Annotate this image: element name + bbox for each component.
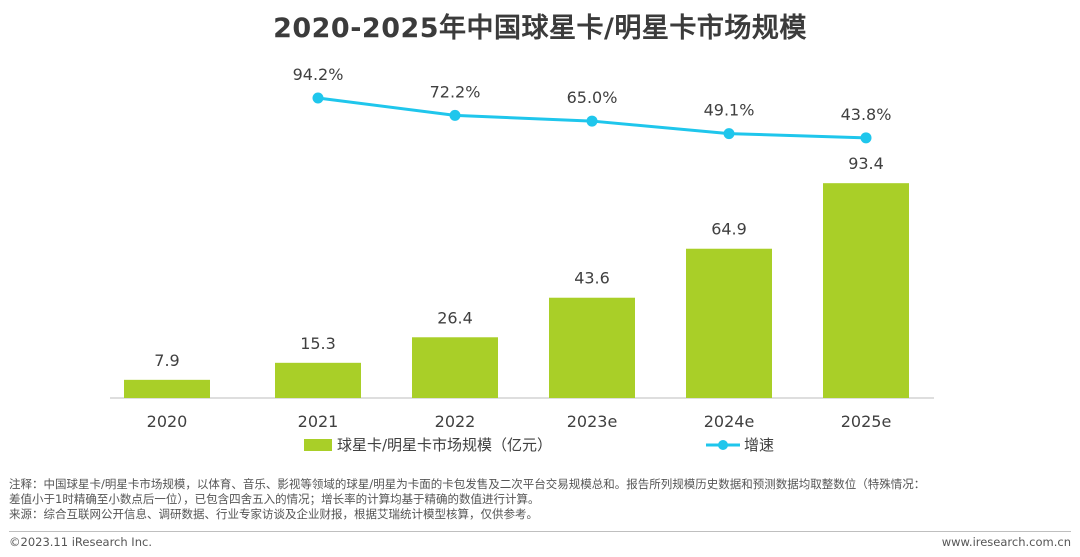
bar-2021 — [275, 362, 361, 398]
bar-label-2020: 7.9 — [154, 351, 179, 370]
x-tick-2021: 2021 — [298, 412, 339, 431]
x-tick-2023e: 2023e — [567, 412, 618, 431]
bar-line-chart: 7.9 2020 15.3 2021 26.4 2022 43.6 2023e 64.9 2024… — [110, 65, 934, 454]
bar-2022 — [412, 337, 498, 398]
bar-label-2022: 26.4 — [437, 308, 473, 327]
source-line: 来源：综合互联网公开信息、调研数据、行业专家访谈及企业财报，根据艾瑞统计模型核算… — [9, 507, 538, 521]
footer-divider — [9, 531, 1071, 532]
bar-2020 — [124, 379, 210, 398]
x-tick-2022: 2022 — [435, 412, 476, 431]
x-tick-2025e: 2025e — [841, 412, 892, 431]
legend-line-marker — [718, 440, 728, 450]
legend-line-label: 增速 — [744, 436, 774, 454]
growth-label-2025e: 43.8% — [841, 105, 892, 124]
growth-label-2023e: 65.0% — [567, 88, 618, 107]
bar-label-2021: 15.3 — [300, 334, 336, 353]
growth-label-2022: 72.2% — [430, 82, 481, 101]
chart-notes: 注释：中国球星卡/明星卡市场规模，以体育、音乐、影视等领域的球星/明星为卡面的卡… — [9, 477, 1073, 522]
x-tick-2020: 2020 — [147, 412, 188, 431]
chart-title: 2020-2025年中国球星卡/明星卡市场规模 — [273, 13, 807, 44]
growth-point-2021 — [312, 92, 324, 104]
bar-label-2024e: 64.9 — [711, 220, 747, 239]
bar-2023e — [549, 297, 635, 398]
note-line-2: 差值小于1时精确至小数点后一位），已包含四舍五入的情况；增长率的计算均基于精确的… — [9, 492, 540, 506]
legend-bar-label: 球星卡/明星卡市场规模（亿元） — [337, 436, 552, 454]
growth-point-2025e — [860, 132, 872, 144]
bar-2025e — [823, 183, 909, 398]
growth-point-2023e — [586, 115, 598, 127]
x-tick-2024e: 2024e — [704, 412, 755, 431]
growth-point-2022 — [449, 109, 461, 121]
bar-label-2025e: 93.4 — [848, 154, 884, 173]
growth-label-2021: 94.2% — [293, 65, 344, 84]
note-line-1: 注释：中国球星卡/明星卡市场规模，以体育、音乐、影视等领域的球星/明星为卡面的卡… — [9, 477, 926, 491]
legend-bar-swatch — [304, 439, 332, 451]
site-url: www.iresearch.com.cn — [941, 535, 1071, 549]
bar-label-2023e: 43.6 — [574, 269, 610, 288]
growth-point-2024e — [723, 128, 735, 140]
growth-label-2024e: 49.1% — [704, 101, 755, 120]
copyright-text: ©2023.11 iResearch Inc. — [9, 535, 152, 549]
bar-2024e — [686, 248, 772, 398]
